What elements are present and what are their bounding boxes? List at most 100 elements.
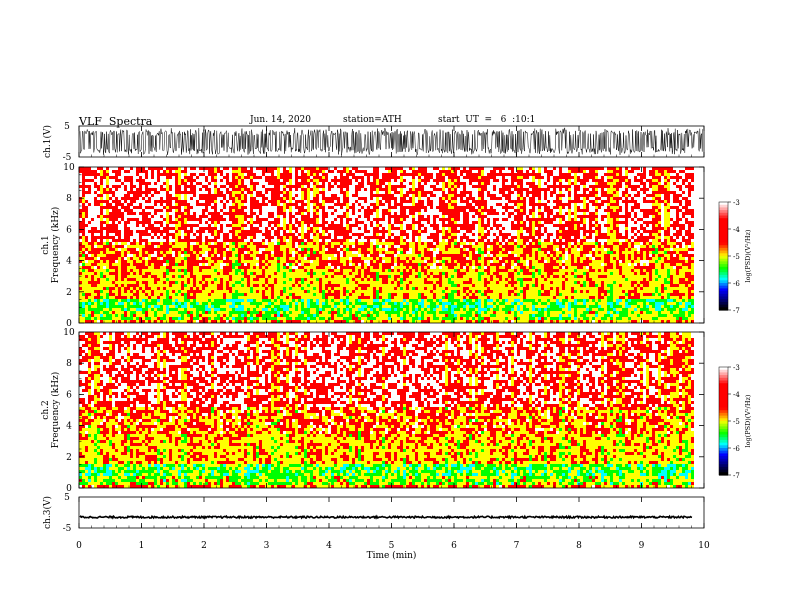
ch1-spectrogram-cell	[334, 248, 337, 251]
ch1-spectrogram-cell	[394, 239, 397, 242]
ch1-spectrogram-cell	[379, 179, 382, 182]
ch1-spectrogram-cell	[208, 302, 211, 305]
ch1-spectrogram-cell	[97, 308, 100, 311]
ch1-spectrogram-cell	[427, 311, 430, 314]
ch1-spectrogram-cell	[355, 317, 358, 320]
ch1-spectrogram-cell	[268, 302, 271, 305]
ch1-spectrogram-cell	[163, 170, 166, 173]
ch1-spectrogram-cell	[265, 176, 268, 179]
ch1-spectrogram-cell	[361, 305, 364, 308]
ch1-spectrogram-cell	[148, 221, 151, 224]
ch1-spectrogram-cell	[298, 296, 301, 299]
ch1-spectrogram-cell	[265, 290, 268, 293]
ch1-spectrogram-cell	[211, 296, 214, 299]
ch1-spectrogram-cell	[82, 236, 85, 239]
ch1-spectrogram-cell	[352, 293, 355, 296]
ch1-spectrogram-cell	[145, 245, 148, 248]
ch1-spectrogram-cell	[127, 230, 130, 233]
ch1-spectrogram-cell	[160, 248, 163, 251]
ch1-spectrogram-cell	[178, 320, 181, 323]
ch1-spectrogram-cell	[109, 242, 112, 245]
ch1-spectrogram-cell	[115, 290, 118, 293]
ch1-spectrogram-cell	[196, 200, 199, 203]
ch1-spectrogram-cell	[115, 266, 118, 269]
ch1-spectrogram-cell	[412, 236, 415, 239]
ch1-spectrogram-cell	[253, 305, 256, 308]
ch1-spectrogram-cell	[409, 275, 412, 278]
ch1-spectrogram-cell	[364, 170, 367, 173]
ch1-spectrogram-cell	[238, 251, 241, 254]
ch1-spectrogram-cell	[424, 257, 427, 260]
ch1-spectrogram-cell	[127, 275, 130, 278]
ch1-spectrogram-cell	[289, 287, 292, 290]
ch1-spectrogram-cell	[382, 194, 385, 197]
ch1-spectrogram-cell	[409, 242, 412, 245]
ch1-spectrogram-cell	[316, 308, 319, 311]
ch1-spectrogram-cell	[211, 293, 214, 296]
ch1-spectrogram-cell	[271, 179, 274, 182]
ch1-spectrogram-cell	[367, 296, 370, 299]
ch1-spectrogram-cell	[160, 299, 163, 302]
ch1-spectrogram-cell	[412, 179, 415, 182]
ch1-spectrogram-cell	[376, 263, 379, 266]
ch1-spectrogram-cell	[280, 302, 283, 305]
ch1-spectrogram-cell	[274, 287, 277, 290]
ch1-spectrogram-cell	[253, 245, 256, 248]
ch1-spectrogram-cell	[94, 284, 97, 287]
ch1-spectrogram-cell	[418, 221, 421, 224]
ch1-spectrogram-cell	[256, 272, 259, 275]
ch1-spectrogram-cell	[175, 293, 178, 296]
ch1-spectrogram-cell	[103, 200, 106, 203]
ch1-spectrogram-cell	[127, 263, 130, 266]
ch1-spectrogram-cell	[88, 314, 91, 317]
ch1-spectrogram-cell	[211, 284, 214, 287]
ch1-spectrogram-cell	[232, 314, 235, 317]
ch1-spectrogram-cell	[400, 272, 403, 275]
ch1-spectrogram-cell	[412, 188, 415, 191]
ch1-spectrogram-cell	[187, 278, 190, 281]
ch1-spectrogram-cell	[427, 317, 430, 320]
ch1-spectrogram-cell	[244, 194, 247, 197]
ch1-spectrogram-cell	[205, 308, 208, 311]
ch1-spectrogram-cell	[166, 293, 169, 296]
ch1-spectrogram-cell	[220, 281, 223, 284]
ch1-spectrogram-cell	[178, 290, 181, 293]
ch1-spectrogram-cell	[322, 194, 325, 197]
ch1-spectrogram-cell	[322, 245, 325, 248]
ch1-spectrogram-cell	[82, 206, 85, 209]
ch1-spectrogram-cell	[283, 311, 286, 314]
ch1-spectrogram-cell	[307, 209, 310, 212]
ch1-spectrogram-cell	[286, 311, 289, 314]
ch1-spectrogram-cell	[256, 296, 259, 299]
ch1-spectrogram-cell	[394, 281, 397, 284]
ch1-spectrogram-cell	[283, 188, 286, 191]
ch1-spectrogram-cell	[238, 296, 241, 299]
ch1-spectrogram-cell	[115, 212, 118, 215]
ch1-spectrogram-cell	[217, 167, 220, 170]
ch1-spectrogram-cell	[268, 182, 271, 185]
ch1-spectrogram-cell	[307, 227, 310, 230]
ch1-spectrogram-cell	[106, 314, 109, 317]
ch1-spectrogram-cell	[262, 194, 265, 197]
ch1-spectrogram-cell	[166, 314, 169, 317]
ch1-spectrogram-cell	[421, 266, 424, 269]
ch1-spectrogram-cell	[343, 242, 346, 245]
ch1-spectrogram-cell	[268, 296, 271, 299]
ch1-spectrogram-cell	[178, 242, 181, 245]
ch1-spectrogram-cell	[430, 299, 433, 302]
ch1-spectrogram-cell	[172, 275, 175, 278]
ch1-spectrogram-cell	[172, 296, 175, 299]
ch1-spectrogram-cell	[247, 188, 250, 191]
ch1-spectrogram-cell	[385, 212, 388, 215]
ch1-spectrogram-cell	[322, 221, 325, 224]
ch1-spectrogram-cell	[376, 311, 379, 314]
ch1-spectrogram-cell	[340, 311, 343, 314]
ch1-spectrogram-cell	[262, 308, 265, 311]
ch1-spectrogram-cell	[364, 308, 367, 311]
ch1-spectrogram-cell	[109, 257, 112, 260]
ch1-spectrogram-cell	[133, 206, 136, 209]
ch1-spectrogram-cell	[199, 239, 202, 242]
ch1-spectrogram-cell	[82, 263, 85, 266]
ch1-spectrogram-cell	[217, 236, 220, 239]
ch1-spectrogram-cell	[325, 227, 328, 230]
